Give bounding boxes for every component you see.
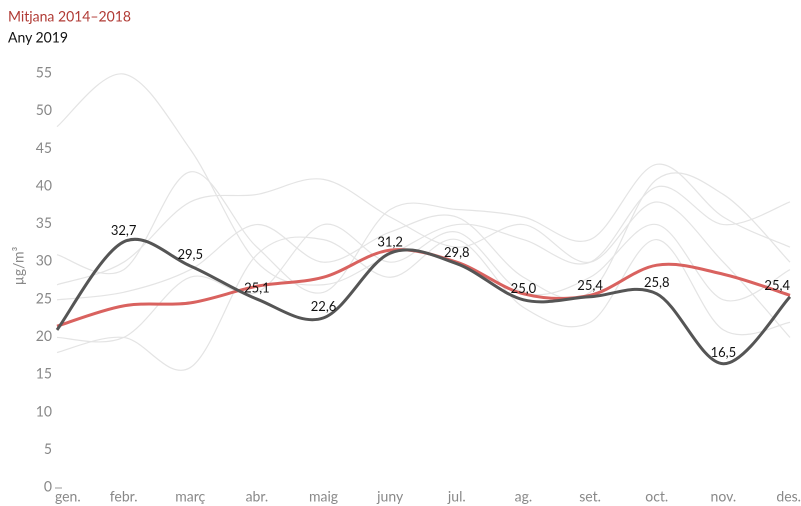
data-label: 16,5 (711, 344, 737, 360)
y-tick-label: 50 (36, 101, 52, 118)
y-tick-label: 10 (36, 402, 52, 419)
legend-entry: Any 2019 (8, 29, 68, 46)
y-tick-label: 5 (44, 440, 52, 457)
y-tick-label: 25 (36, 289, 52, 306)
background-line (56, 178, 791, 338)
series-line (55, 237, 792, 366)
data-label: 25,4 (577, 277, 603, 293)
y-tick-label: 55 (36, 64, 52, 81)
background-line (56, 223, 791, 343)
background-line (56, 236, 791, 371)
x-tick-label: maig (309, 488, 338, 505)
x-tick-label: juny (376, 488, 404, 505)
background-line (56, 73, 791, 286)
y-tick-label: 40 (36, 176, 52, 193)
y-tick-label: 15 (36, 365, 52, 382)
data-label: 25,1 (244, 279, 270, 295)
x-tick-label: abr. (246, 488, 269, 505)
data-label: 29,5 (177, 246, 203, 262)
x-tick-label: set. (579, 488, 601, 505)
x-tick-label: gen. (55, 488, 81, 505)
background-line (56, 163, 791, 294)
y-tick-label: 0 (44, 478, 52, 495)
data-label: 31,2 (377, 233, 403, 249)
x-tick-label: oct. (645, 488, 668, 505)
data-label: 29,8 (444, 244, 470, 260)
x-tick-label: jul. (447, 488, 466, 505)
x-tick-label: nov. (711, 488, 737, 505)
data-label: 25,8 (644, 274, 670, 290)
data-label: 25,0 (511, 280, 537, 296)
x-tick-label: febr. (110, 488, 138, 505)
x-tick-label: des. (776, 488, 801, 505)
data-label: 22,6 (311, 298, 337, 314)
x-tick-label: març (175, 488, 205, 505)
y-tick-label: 45 (36, 139, 52, 156)
legend-entry: Mitjana 2014–2018 (8, 8, 131, 25)
y-tick-label: 35 (36, 214, 52, 231)
data-label: 25,4 (764, 277, 790, 293)
series-line (56, 248, 791, 328)
x-tick-label: ag. (515, 488, 533, 505)
y-tick-label: 30 (36, 252, 52, 269)
data-label: 32,7 (111, 222, 137, 238)
y-axis-label: µg/m³ (10, 246, 27, 285)
background-line (56, 172, 791, 301)
y-tick-label: 20 (36, 327, 52, 344)
